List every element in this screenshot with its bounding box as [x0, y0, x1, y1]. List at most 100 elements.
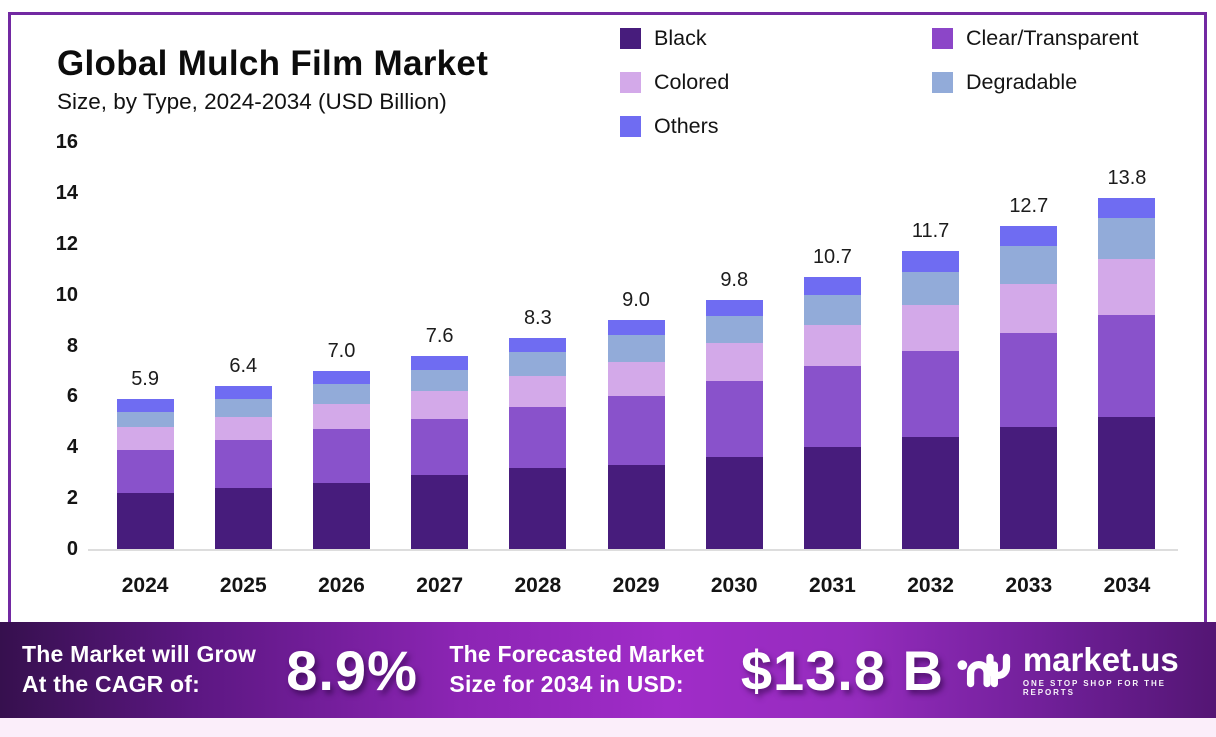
logo-wordmark: market.us — [1022, 641, 1179, 678]
bar-stack — [1000, 225, 1058, 549]
bar-segment-black — [902, 437, 960, 549]
bar-stack — [116, 398, 174, 549]
legend-item-black: Black — [620, 26, 932, 51]
y-tick-10: 10 — [55, 283, 78, 306]
bar-segment-clear-transparent — [312, 429, 370, 483]
y-tick-2: 2 — [66, 487, 78, 510]
legend-swatch — [620, 28, 641, 49]
bar-segment-clear-transparent — [1098, 314, 1156, 417]
bar-segment-others — [607, 320, 665, 336]
bar-segment-degradable — [411, 369, 469, 392]
bar-column-2028: 8.3 — [489, 142, 587, 549]
bar-segment-others — [705, 299, 763, 317]
bar-segment-colored — [607, 362, 665, 397]
bar-column-2030: 9.8 — [685, 142, 783, 549]
bar-column-2032: 11.7 — [882, 142, 980, 549]
y-tick-12: 12 — [55, 232, 78, 255]
bar-segment-black — [312, 482, 370, 549]
legend-label: Degradable — [966, 70, 1078, 94]
bar-segment-others — [1000, 225, 1058, 247]
bar-segment-others — [411, 355, 469, 370]
forecast-label: The Forecasted Market Size for 2034 in U… — [449, 640, 740, 700]
bar-column-2024: 5.9 — [96, 142, 194, 549]
marketus-logo-icon — [956, 653, 1010, 688]
bar-segment-clear-transparent — [607, 396, 665, 466]
cagr-label-line2: At the CAGR of: — [22, 671, 201, 697]
legend-label: Black — [654, 26, 707, 50]
bar-segment-degradable — [902, 271, 960, 305]
bar-segment-colored — [705, 342, 763, 382]
bar-segment-black — [1000, 426, 1058, 549]
bar-segment-black — [803, 447, 861, 549]
legend-label: Others — [654, 114, 719, 138]
bar-segment-colored — [1098, 259, 1156, 315]
bar-stack — [509, 337, 567, 549]
legend-item-degradable: Degradable — [932, 70, 1138, 95]
y-tick-4: 4 — [66, 436, 78, 459]
bar-total-label: 13.8 — [1107, 167, 1147, 189]
cagr-label-line1: The Market will Grow — [22, 641, 257, 668]
x-axis-labels: 2024 2025 2026 2027 2028 2029 2030 2031 2032 2033… — [96, 574, 1176, 598]
legend-swatch — [620, 72, 641, 93]
x-label-2029: 2029 — [612, 574, 660, 597]
bar-segment-black — [509, 467, 567, 549]
bar-segment-black — [1098, 416, 1156, 549]
bar-segment-black — [411, 475, 469, 549]
bar-stack — [803, 276, 861, 549]
legend-item-others: Others — [620, 114, 932, 139]
bar-stack — [1098, 198, 1156, 549]
logo-text-column: market.us ONE STOP SHOP FOR THE REPORTS — [1023, 643, 1216, 697]
bar-segment-degradable — [1098, 218, 1156, 260]
bar-segment-clear-transparent — [1000, 332, 1058, 427]
x-axis-line — [88, 549, 1178, 551]
legend-swatch — [620, 116, 641, 137]
title-block: Global Mulch Film Market Size, by Type, … — [57, 44, 488, 115]
bar-segment-others — [803, 276, 861, 295]
bar-segment-others — [1098, 198, 1156, 219]
bar-segment-colored — [312, 404, 370, 430]
bar-segment-degradable — [116, 411, 174, 427]
y-tick-6: 6 — [66, 385, 78, 408]
bar-segment-colored — [411, 391, 469, 420]
y-tick-8: 8 — [66, 334, 78, 357]
bar-segment-colored — [1000, 284, 1058, 333]
bar-segment-degradable — [509, 351, 567, 377]
x-label-2026: 2026 — [318, 574, 365, 597]
legend-item-clear-transparent: Clear/Transparent — [932, 26, 1138, 51]
chart-legend: Black Clear/Transparent Colored Degradable O… — [620, 26, 1138, 139]
logo-tagline: ONE STOP SHOP FOR THE REPORTS — [1022, 679, 1166, 697]
y-tick-16: 16 — [55, 131, 78, 153]
bar-column-2026: 7.0 — [292, 142, 390, 549]
bar-segment-degradable — [214, 398, 272, 417]
bar-segment-colored — [803, 325, 861, 366]
bar-total-label: 8.3 — [523, 306, 552, 329]
bar-segment-clear-transparent — [509, 406, 567, 468]
bar-total-label: 11.7 — [911, 220, 950, 243]
cagr-value: 8.9% — [286, 638, 418, 702]
bar-segment-others — [509, 337, 567, 352]
legend-swatch — [932, 28, 953, 49]
bar-segment-clear-transparent — [214, 439, 272, 488]
bar-segment-clear-transparent — [411, 419, 469, 476]
bar-total-label: 10.7 — [812, 245, 852, 268]
x-label-2032: 2032 — [907, 574, 954, 597]
bar-total-label: 9.0 — [622, 289, 650, 312]
legend-item-colored: Colored — [620, 70, 932, 95]
bottom-banner: The Market will Grow At the CAGR of: 8.9… — [0, 622, 1216, 718]
bar-total-label: 6.4 — [229, 355, 258, 378]
bar-segment-colored — [509, 376, 567, 407]
bottom-strip — [0, 718, 1216, 737]
x-label-2033: 2033 — [1005, 574, 1053, 597]
bar-column-2025: 6.4 — [194, 142, 292, 549]
legend-label: Colored — [654, 70, 730, 94]
bar-column-2027: 7.6 — [391, 142, 489, 549]
bar-segment-degradable — [607, 335, 665, 363]
bar-total-label: 5.9 — [131, 367, 159, 390]
y-tick-14: 14 — [55, 181, 78, 204]
bar-segment-degradable — [312, 383, 370, 405]
x-label-2031: 2031 — [809, 574, 856, 597]
bar-stack — [607, 320, 665, 549]
bar-stack — [312, 370, 370, 549]
x-label-2034: 2034 — [1103, 574, 1151, 597]
